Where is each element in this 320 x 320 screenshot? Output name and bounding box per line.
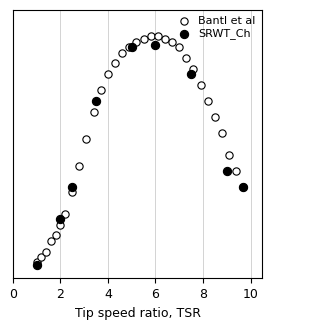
Bantl et al: [170, 39, 175, 44]
Bantl et al: [241, 184, 246, 189]
Bantl et al: [44, 249, 49, 254]
Bantl et al: [220, 131, 225, 136]
SRWT_Ch: [241, 184, 246, 189]
Legend: Bantl et al, SRWT_Ch: Bantl et al, SRWT_Ch: [172, 15, 257, 41]
Bantl et al: [177, 45, 182, 50]
SRWT_Ch: [153, 42, 158, 47]
Bantl et al: [48, 238, 53, 243]
Bantl et al: [62, 211, 68, 216]
SRWT_Ch: [34, 262, 39, 268]
Bantl et al: [184, 55, 189, 60]
SRWT_Ch: [93, 99, 99, 104]
Bantl et al: [39, 254, 44, 260]
Bantl et al: [127, 45, 132, 50]
Bantl et al: [91, 109, 96, 114]
Bantl et al: [205, 99, 210, 104]
Bantl et al: [105, 72, 110, 77]
SRWT_Ch: [224, 168, 229, 173]
Bantl et al: [34, 260, 39, 265]
Bantl et al: [98, 88, 103, 93]
Bantl et al: [198, 82, 203, 87]
Bantl et al: [227, 152, 232, 157]
SRWT_Ch: [188, 72, 194, 77]
Bantl et al: [58, 222, 63, 227]
Bantl et al: [134, 39, 139, 44]
Bantl et al: [191, 66, 196, 71]
Bantl et al: [212, 115, 217, 120]
X-axis label: Tip speed ratio, TSR: Tip speed ratio, TSR: [75, 307, 201, 320]
Bantl et al: [112, 61, 117, 66]
Bantl et al: [84, 136, 89, 141]
Bantl et al: [162, 36, 167, 42]
Bantl et al: [120, 50, 125, 55]
SRWT_Ch: [58, 217, 63, 222]
Bantl et al: [53, 233, 58, 238]
Bantl et al: [155, 34, 160, 39]
Bantl et al: [70, 190, 75, 195]
Bantl et al: [148, 34, 153, 39]
Bantl et al: [141, 36, 146, 42]
Bantl et al: [234, 168, 239, 173]
SRWT_Ch: [129, 45, 134, 50]
Bantl et al: [77, 163, 82, 168]
SRWT_Ch: [70, 184, 75, 189]
